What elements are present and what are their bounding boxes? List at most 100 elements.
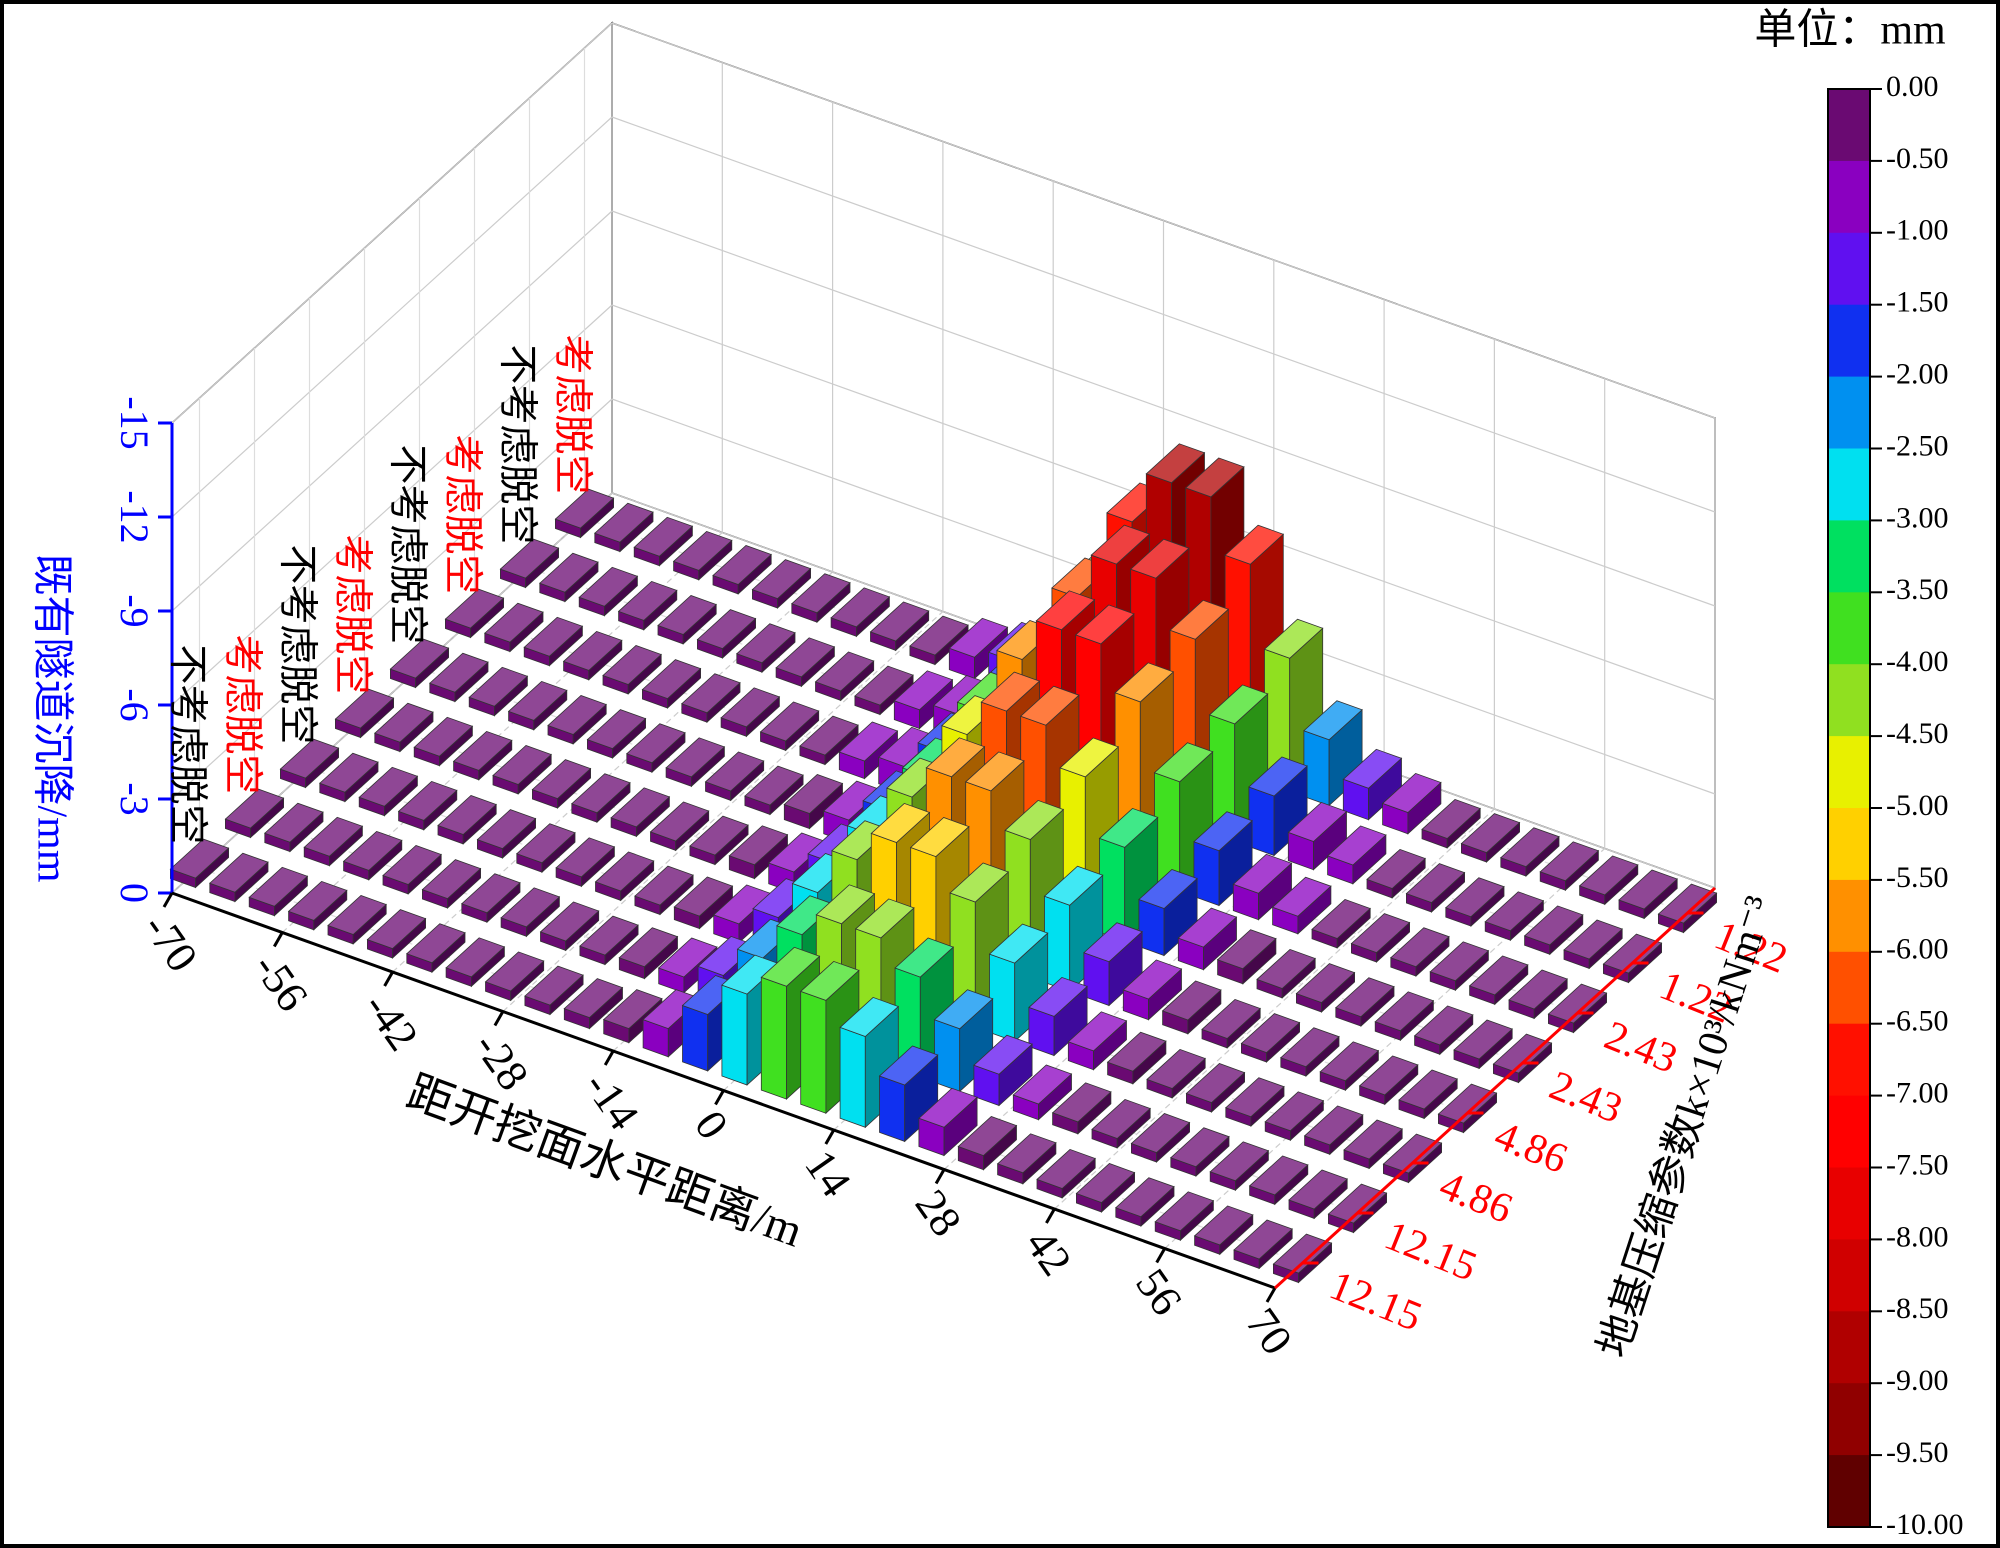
bar [327, 895, 387, 945]
bar [1264, 1091, 1325, 1142]
bar-top [909, 817, 970, 858]
bar-top [1326, 825, 1387, 866]
bar-top [1468, 955, 1529, 996]
bar-top [1075, 1163, 1136, 1204]
bar-top [1184, 457, 1245, 498]
bar-top [673, 876, 734, 917]
x-tick [603, 1050, 615, 1066]
bar-top [1067, 1011, 1128, 1052]
bar [909, 615, 969, 666]
bar [555, 837, 616, 888]
bar-top [444, 588, 505, 629]
bar-top [571, 773, 631, 814]
bar-top [1232, 853, 1293, 894]
bar [649, 801, 710, 852]
bar [996, 1133, 1057, 1185]
bar [610, 787, 671, 838]
bar-top [516, 823, 576, 864]
bar-top [672, 530, 733, 571]
bar-top [1233, 1219, 1293, 1260]
colorbar-segment [1828, 160, 1870, 234]
bar [1225, 1077, 1285, 1128]
bar-top [1129, 538, 1190, 579]
bar-top [814, 651, 875, 692]
bar [634, 865, 694, 916]
bar [437, 795, 497, 845]
bar-top [319, 752, 379, 793]
colorbar-segment [1828, 592, 1870, 665]
x-tick [1155, 1247, 1167, 1264]
colorbar-segment [1828, 664, 1870, 737]
bar-top [224, 788, 285, 829]
bar-top [1303, 700, 1363, 741]
bar [744, 765, 804, 816]
bar-top [775, 637, 836, 678]
bar [413, 716, 474, 767]
bar [586, 709, 647, 759]
bar [334, 688, 395, 739]
series-label: 考虑脱空 [221, 634, 266, 794]
series-label: 考虑脱空 [551, 334, 596, 494]
bar-top [484, 602, 544, 643]
bar-top [925, 737, 986, 778]
bar [1193, 1205, 1254, 1256]
bar-top [1398, 1069, 1458, 1110]
bar [169, 838, 230, 889]
bar [696, 609, 757, 659]
bar-top [1106, 1031, 1167, 1072]
bar-top [358, 766, 419, 807]
grid-line [611, 210, 1716, 607]
bar [1106, 1031, 1167, 1085]
bar [1578, 855, 1639, 906]
bar-top [760, 946, 821, 987]
bar-top [1523, 905, 1584, 946]
colorbar-tick-label: -9.00 [1886, 1364, 1949, 1397]
colorbar-segment [1828, 1383, 1870, 1456]
bar-top [830, 587, 891, 628]
bar [382, 845, 442, 895]
bar-top [689, 815, 749, 856]
bar [1358, 1055, 1419, 1106]
bar-top [799, 960, 860, 1001]
bar-top [657, 595, 717, 635]
bar-top [1201, 998, 1261, 1039]
bar-top [562, 630, 623, 671]
y-tick-label: -6 [112, 688, 157, 721]
bar-front [682, 1004, 709, 1072]
bar-top [1288, 1169, 1348, 1210]
bar-top [421, 859, 482, 900]
colorbar-tick-label: -7.50 [1886, 1148, 1949, 1181]
bar [720, 687, 781, 738]
bar-front [1044, 895, 1071, 992]
bar-top [1193, 1205, 1254, 1246]
bar-top [728, 825, 789, 866]
bar [279, 738, 340, 789]
series-label: 不考虑脱空 [166, 644, 211, 844]
colorbar-tick-label: -4.00 [1886, 645, 1949, 678]
bar-top [1248, 756, 1308, 797]
x-tick [1265, 1287, 1277, 1303]
colorbar-tick-label: -3.50 [1886, 573, 1949, 606]
bar-top [382, 845, 442, 885]
bar [1209, 1141, 1270, 1192]
bar-top [1327, 1183, 1388, 1224]
bar-top [964, 751, 1025, 792]
bar [736, 623, 796, 674]
bar [1287, 801, 1348, 871]
bar [1405, 863, 1466, 913]
bar [1193, 811, 1253, 907]
bar-top [1122, 959, 1183, 1000]
bar [452, 730, 513, 781]
colorbar-title: 单位：mm [1754, 7, 1946, 54]
bar-top [1421, 798, 1481, 839]
bar [1508, 969, 1568, 1020]
bar [461, 873, 521, 924]
bar [1036, 1148, 1096, 1199]
bar [1374, 991, 1435, 1042]
bar-top [1146, 1048, 1206, 1089]
bar [878, 1045, 939, 1143]
bar-top [1154, 1191, 1215, 1232]
bar [665, 737, 726, 788]
y-tick-label: -12 [112, 490, 157, 543]
bar-top [563, 978, 624, 1019]
